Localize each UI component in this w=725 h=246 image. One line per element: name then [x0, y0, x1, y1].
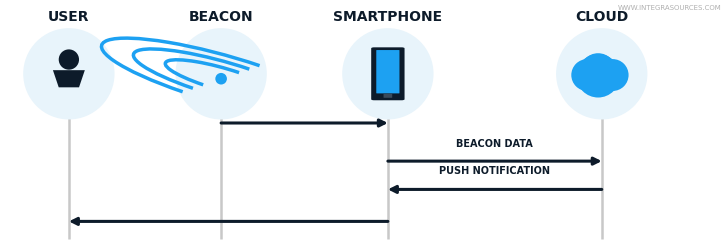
Ellipse shape — [571, 59, 603, 91]
Text: CLOUD: CLOUD — [575, 10, 629, 24]
Text: SMARTPHONE: SMARTPHONE — [334, 10, 442, 24]
FancyBboxPatch shape — [384, 94, 392, 98]
Ellipse shape — [23, 28, 115, 120]
Ellipse shape — [342, 28, 434, 120]
Polygon shape — [53, 70, 85, 87]
Text: WWW.INTEGRASOURCES.COM: WWW.INTEGRASOURCES.COM — [618, 5, 721, 11]
Text: USER: USER — [48, 10, 90, 24]
FancyBboxPatch shape — [376, 50, 399, 93]
Ellipse shape — [556, 28, 647, 120]
Ellipse shape — [59, 49, 79, 70]
Ellipse shape — [576, 54, 620, 97]
Ellipse shape — [175, 28, 267, 120]
Text: BEACON: BEACON — [188, 10, 254, 24]
Ellipse shape — [597, 59, 629, 91]
Ellipse shape — [580, 53, 616, 90]
FancyBboxPatch shape — [371, 47, 405, 100]
Text: BEACON DATA: BEACON DATA — [457, 139, 533, 149]
Ellipse shape — [215, 73, 227, 85]
Text: PUSH NOTIFICATION: PUSH NOTIFICATION — [439, 166, 550, 176]
